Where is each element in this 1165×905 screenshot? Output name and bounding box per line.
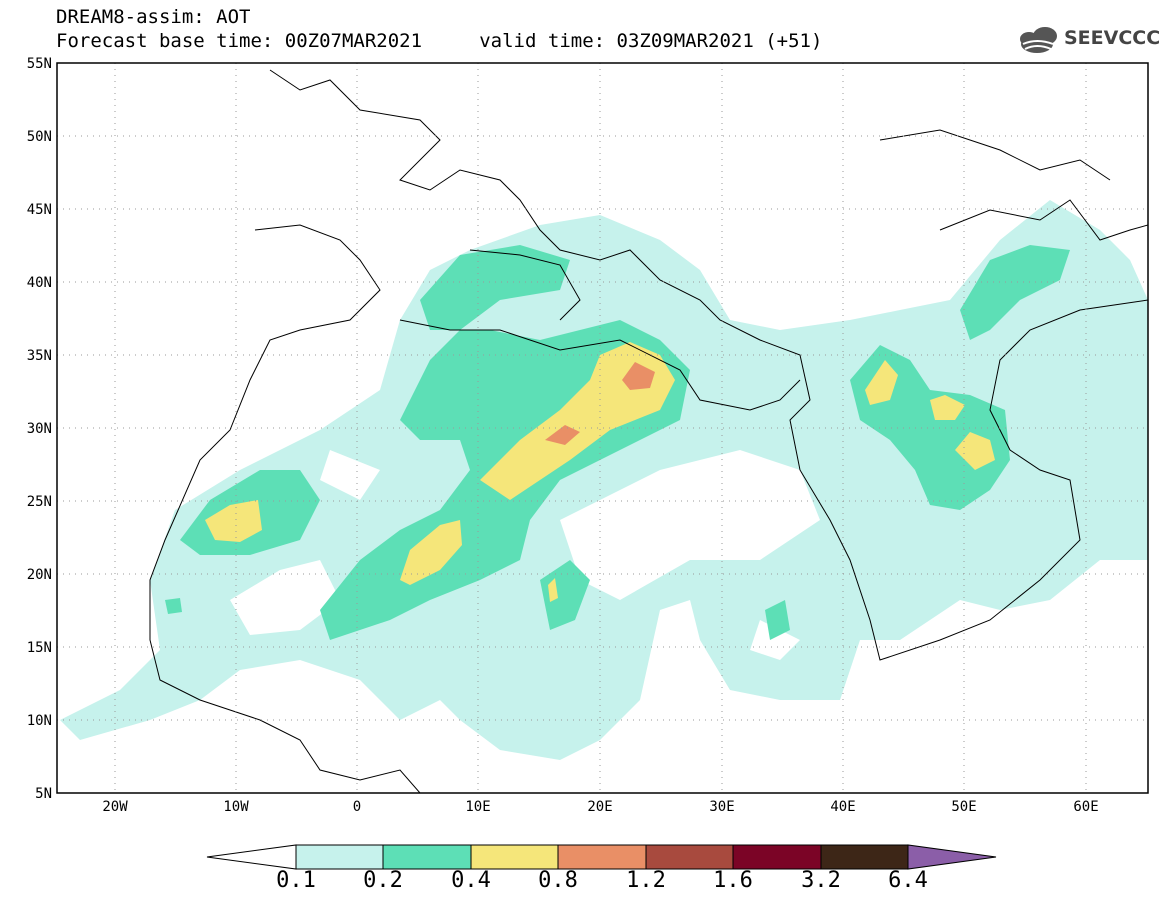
colorbar-label: 0.1: [276, 868, 316, 893]
colorbar-label: 3.2: [801, 868, 841, 893]
title-line-1: DREAM8-assim: AOT: [56, 6, 251, 28]
lat-label: 15N: [27, 640, 52, 656]
lat-label: 55N: [27, 56, 52, 72]
lat-label: 25N: [27, 494, 52, 510]
lon-label: 20W: [102, 799, 128, 815]
lat-label: 35N: [27, 348, 52, 364]
colorbar-labels: 0.1 0.2 0.4 0.8 1.2 1.6 3.2 6.4: [0, 868, 1165, 894]
lat-label: 40N: [27, 275, 52, 291]
lat-label: 5N: [35, 786, 52, 802]
lon-axis: 20W 10W 0 10E 20E 30E 40E 50E 60E: [102, 799, 1098, 815]
aot-field: [60, 200, 1148, 760]
lon-label: 30E: [709, 799, 734, 815]
colorbar-swatch: [470, 844, 559, 870]
coastlines: [149, 69, 1148, 793]
lon-label: 10W: [223, 799, 249, 815]
colorbar-label: 0.2: [363, 868, 403, 893]
colorbar-swatch: [732, 844, 822, 870]
colorbar-swatch: [382, 844, 472, 870]
logo-text: SEEVCCC: [1064, 27, 1161, 49]
colorbar-swatch: [557, 844, 647, 870]
colorbar-low-arrow: [206, 844, 297, 870]
lon-label: 20E: [587, 799, 612, 815]
lon-label: 40E: [830, 799, 855, 815]
lat-label: 45N: [27, 202, 52, 218]
colorbar-label: 0.8: [538, 868, 578, 893]
colorbar-swatch: [295, 844, 384, 870]
colorbar-high-arrow: [907, 844, 997, 870]
title-line-2: Forecast base time: 00Z07MAR2021 valid t…: [56, 30, 823, 52]
colorbar: [206, 844, 997, 870]
cloud-logo-icon: [1020, 27, 1057, 53]
colorbar-label: 0.4: [451, 868, 491, 893]
lat-label: 50N: [27, 129, 52, 145]
lat-label: 20N: [27, 567, 52, 583]
lon-label: 10E: [465, 799, 490, 815]
colorbar-label: 1.2: [626, 868, 666, 893]
lon-label: 50E: [951, 799, 976, 815]
lat-axis: 55N 50N 45N 40N 35N 30N 25N 20N 15N 10N …: [27, 56, 52, 802]
colorbar-label: 1.6: [713, 868, 753, 893]
colorbar-label: 6.4: [888, 868, 928, 893]
colorbar-swatch: [820, 844, 909, 870]
lat-label: 30N: [27, 421, 52, 437]
lon-label: 0: [353, 799, 361, 815]
lon-label: 60E: [1073, 799, 1098, 815]
lat-label: 10N: [27, 713, 52, 729]
colorbar-swatch: [645, 844, 734, 870]
plot-frame: [56, 62, 1149, 794]
